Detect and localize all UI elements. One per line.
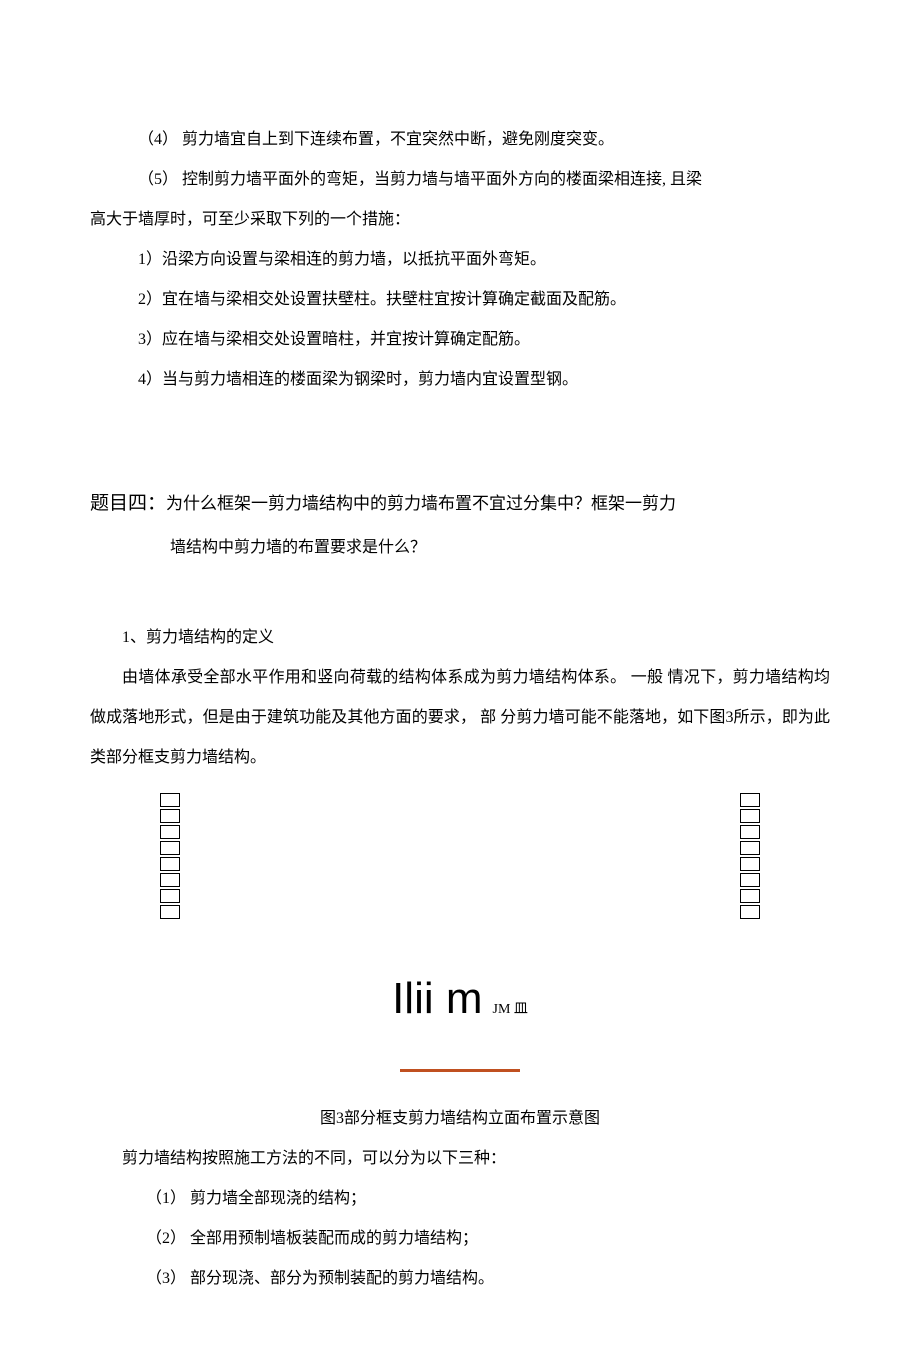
question-label: 题目四： — [90, 493, 166, 514]
sub-item-1: 1）沿梁方向设置与梁相连的剪力墙，以抵抗平面外弯矩。 — [90, 240, 830, 280]
diagram-box — [160, 793, 180, 807]
diagram-box — [160, 905, 180, 919]
figure-3-caption: 图3部分框支剪力墙结构立面布置示意图 — [90, 1099, 830, 1139]
diagram-box — [160, 857, 180, 871]
paragraph-5-line-2: 高大于墙厚时，可至少采取下列的一个措施： — [90, 200, 830, 240]
left-box-column — [160, 793, 180, 919]
diagram-box — [740, 809, 760, 823]
diagram-box — [740, 905, 760, 919]
list-item-2: （2） 全部用预制墙板装配而成的剪力墙结构； — [90, 1219, 830, 1259]
diagram-box — [160, 841, 180, 855]
diagram-box — [740, 841, 760, 855]
graphic-text-large: Ilii m — [392, 974, 482, 1023]
diagram-box — [160, 873, 180, 887]
document-page: （4） 剪力墙宜自上到下连续布置，不宜突然中断，避免刚度突变。 （5） 控制剪力… — [0, 0, 920, 1359]
graphic-text-small: JM 皿 — [493, 1002, 528, 1017]
list-item-3: （3） 部分现浇、部分为预制装配的剪力墙结构。 — [90, 1259, 830, 1299]
diagram-box — [160, 825, 180, 839]
sub-item-3: 3）应在墙与梁相交处设置暗柱，并宜按计算确定配筋。 — [90, 320, 830, 360]
diagram-box — [740, 825, 760, 839]
question-line-1: 为什么框架一剪力墙结构中的剪力墙布置不宜过分集中？框架一剪力 — [166, 494, 676, 513]
section-1-body: 由墙体承受全部水平作用和竖向荷载的结构体系成为剪力墙结构体系。 一般 情况下，剪… — [90, 658, 830, 778]
right-box-column — [740, 793, 760, 919]
diagram-box — [740, 857, 760, 871]
figure-3-diagram — [160, 793, 760, 919]
diagram-box — [160, 889, 180, 903]
list-intro: 剪力墙结构按照施工方法的不同，可以分为以下三种： — [90, 1139, 830, 1179]
diagram-box — [740, 889, 760, 903]
graphic-underline — [400, 1069, 520, 1076]
question-4-title: 题目四：为什么框架一剪力墙结构中的剪力墙布置不宜过分集中？框架一剪力 — [90, 480, 830, 528]
section-1-title: 1、剪力墙结构的定义 — [90, 618, 830, 658]
figure-3-center-graphic: Ilii m JM 皿 — [90, 944, 830, 1094]
list-item-1: （1） 剪力墙全部现浇的结构； — [90, 1179, 830, 1219]
diagram-box — [160, 809, 180, 823]
diagram-box — [740, 873, 760, 887]
paragraph-4: （4） 剪力墙宜自上到下连续布置，不宜突然中断，避免刚度突变。 — [90, 120, 830, 160]
sub-item-2: 2）宜在墙与梁相交处设置扶壁柱。扶壁柱宜按计算确定截面及配筋。 — [90, 280, 830, 320]
question-line-2: 墙结构中剪力墙的布置要求是什么？ — [170, 528, 830, 568]
diagram-box — [740, 793, 760, 807]
paragraph-5-line-1: （5） 控制剪力墙平面外的弯矩，当剪力墙与墙平面外方向的楼面梁相连接, 且梁 — [90, 160, 830, 200]
sub-item-4: 4）当与剪力墙相连的楼面梁为钢梁时，剪力墙内宜设置型钢。 — [90, 360, 830, 400]
